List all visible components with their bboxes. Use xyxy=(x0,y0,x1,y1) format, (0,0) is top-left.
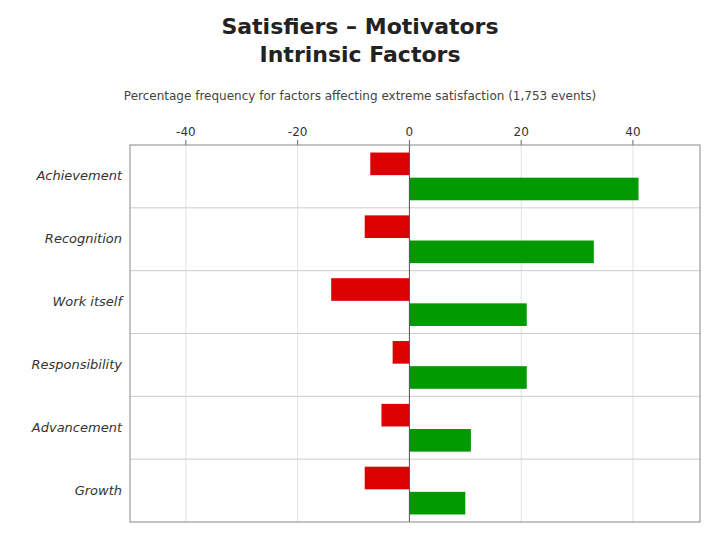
row-separator xyxy=(130,270,700,271)
bar xyxy=(409,178,638,201)
category-label: Recognition xyxy=(45,231,122,246)
plot-frame xyxy=(130,145,700,522)
zero-line xyxy=(409,145,410,522)
title-line: Intrinsic Factors xyxy=(260,42,461,67)
category-label: Achievement xyxy=(35,168,122,183)
tick-label: 0 xyxy=(406,125,414,139)
bars xyxy=(331,153,638,515)
bar xyxy=(409,429,470,452)
bar xyxy=(409,241,593,264)
chart-container: Satisfiers – Motivators Intrinsic Factors… xyxy=(0,0,720,540)
bar xyxy=(331,278,409,301)
chart-svg: Satisfiers – Motivators Intrinsic Factors… xyxy=(0,0,720,540)
bar xyxy=(393,341,410,364)
row-separator xyxy=(130,333,700,334)
bar xyxy=(381,404,409,427)
bar xyxy=(409,303,526,326)
tick-label: 40 xyxy=(625,125,640,139)
row-separator xyxy=(130,396,700,397)
title: Satisfiers – Motivators Intrinsic Factors xyxy=(221,14,498,67)
bar xyxy=(365,467,410,490)
subtitle: Percentage frequency for factors affecti… xyxy=(124,89,596,103)
category-label: Growth xyxy=(75,483,122,498)
tick-mark xyxy=(297,140,298,145)
bar xyxy=(409,366,526,389)
title-line: Satisfiers – Motivators xyxy=(221,14,498,39)
bar xyxy=(409,492,465,515)
tick-label: -20 xyxy=(288,125,308,139)
tick-mark xyxy=(521,140,522,145)
row-separator xyxy=(130,207,700,208)
category-label: Work itself xyxy=(53,294,125,309)
grid-line xyxy=(409,145,410,522)
row-separator xyxy=(130,459,700,460)
tick-label: 20 xyxy=(514,125,529,139)
bar xyxy=(365,215,410,238)
tick-mark xyxy=(185,140,186,145)
bar xyxy=(370,153,409,176)
category-label: Advancement xyxy=(31,420,123,435)
category-label: Responsibility xyxy=(31,357,122,372)
tick-label: -40 xyxy=(176,125,196,139)
tick-mark xyxy=(409,140,410,145)
tick-mark xyxy=(632,140,633,145)
